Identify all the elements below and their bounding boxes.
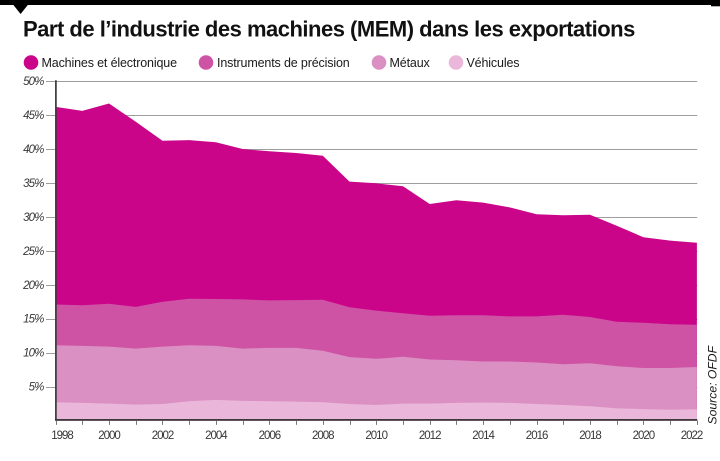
svg-text:10%: 10%: [23, 348, 44, 360]
svg-text:2016: 2016: [526, 430, 548, 442]
svg-text:2004: 2004: [205, 430, 228, 442]
svg-text:2006: 2006: [259, 430, 281, 442]
svg-text:Véhicules: Véhicules: [467, 56, 520, 70]
svg-text:Métaux: Métaux: [390, 56, 431, 70]
svg-text:Instruments de précision: Instruments de précision: [217, 56, 350, 70]
svg-text:1998: 1998: [51, 430, 73, 442]
svg-text:Part de l’industrie des machin: Part de l’industrie des machines (MEM) d…: [23, 17, 635, 42]
svg-text:30%: 30%: [23, 212, 44, 224]
svg-text:2018: 2018: [579, 430, 601, 442]
svg-text:Machines et électronique: Machines et électronique: [42, 56, 178, 70]
svg-text:2014: 2014: [472, 430, 495, 442]
svg-text:25%: 25%: [22, 246, 44, 258]
svg-text:Source: OFDF: Source: OFDF: [706, 344, 720, 424]
svg-text:2008: 2008: [312, 430, 334, 442]
svg-text:35%: 35%: [23, 178, 44, 190]
svg-text:50%: 50%: [23, 76, 44, 88]
svg-text:2022: 2022: [681, 430, 703, 442]
svg-text:15%: 15%: [23, 314, 44, 326]
svg-text:45%: 45%: [23, 110, 44, 122]
svg-text:5%: 5%: [29, 382, 44, 394]
svg-text:2012: 2012: [419, 430, 441, 442]
svg-text:2000: 2000: [98, 430, 120, 442]
svg-text:2002: 2002: [152, 430, 174, 442]
svg-text:2010: 2010: [365, 430, 387, 442]
svg-text:20%: 20%: [22, 280, 44, 292]
svg-text:40%: 40%: [23, 144, 44, 156]
svg-text:2020: 2020: [633, 430, 655, 442]
